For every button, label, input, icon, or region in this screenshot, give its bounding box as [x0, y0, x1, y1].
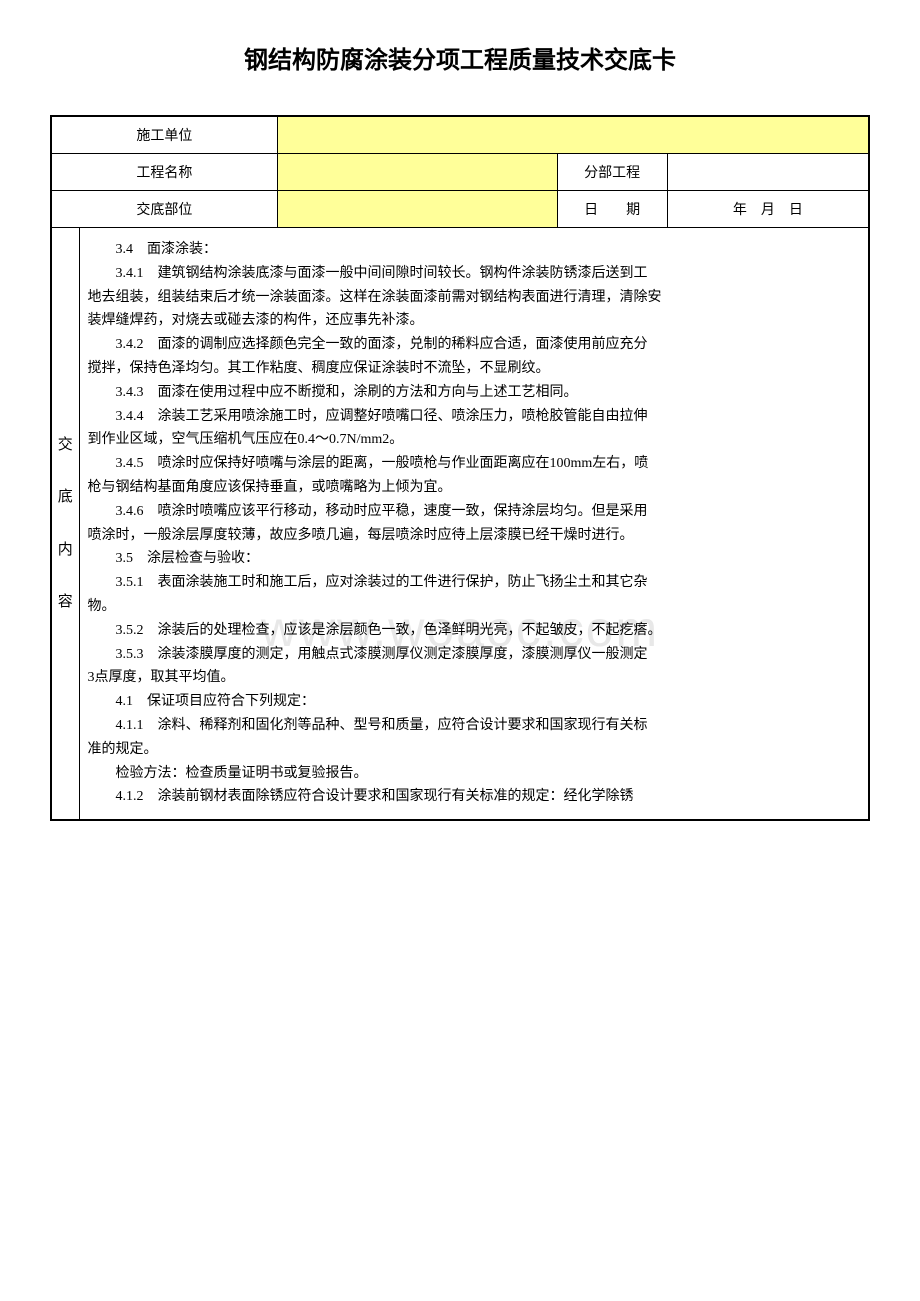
label-sub-project: 分部工程: [557, 154, 667, 191]
content-line: 3.4.6 喷涂时喷嘴应该平行移动，移动时应平稳，速度一致，保持涂层均匀。但是采…: [88, 500, 861, 524]
label-project-name: 工程名称: [51, 154, 277, 191]
content-line: 3点厚度，取其平均值。: [88, 666, 861, 690]
side-char-3: 内: [52, 524, 79, 577]
content-line: 4.1 保证项目应符合下列规定：: [88, 690, 861, 714]
content-line: 3.5.2 涂装后的处理检查，应该是涂层颜色一致，色泽鲜明光亮，不起皱皮，不起疙…: [88, 619, 861, 643]
content-line: 到作业区域，空气压缩机气压应在0.4～0.7N/mm2。: [88, 428, 861, 452]
header-row-3: 交底部位 日 期 年 月 日: [51, 191, 869, 228]
content-line: 3.5.3 涂装漆膜厚度的测定，用触点式漆膜测厚仪测定漆膜厚度，漆膜测厚仪一般测…: [88, 643, 861, 667]
content-body: 3.4 面漆涂装： 3.4.1 建筑钢结构涂装底漆与面漆一般中间间隙时间较长。钢…: [79, 228, 869, 821]
main-table: 施工单位 工程名称 分部工程 交底部位 日 期 年 月 日 交 底 内 容 3.…: [50, 115, 870, 821]
content-line: 3.4.1 建筑钢结构涂装底漆与面漆一般中间间隙时间较长。钢构件涂装防锈漆后送到…: [88, 262, 861, 286]
content-line: 检验方法：检查质量证明书或复验报告。: [88, 762, 861, 786]
label-location: 交底部位: [51, 191, 277, 228]
header-row-1: 施工单位: [51, 116, 869, 154]
content-line: 搅拌，保持色泽均匀。其工作粘度、稠度应保证涂装时不流坠，不显刷纹。: [88, 357, 861, 381]
content-line: 3.5 涂层检查与验收：: [88, 547, 861, 571]
content-line: 4.1.2 涂装前钢材表面除锈应符合设计要求和国家现行有关标准的规定：经化学除锈: [88, 785, 861, 809]
side-char-2: 底: [52, 471, 79, 524]
content-line: 3.4 面漆涂装：: [88, 238, 861, 262]
header-row-2: 工程名称 分部工程: [51, 154, 869, 191]
content-line: 装焊缝焊药，对烧去或碰去漆的构件，还应事先补漆。: [88, 309, 861, 333]
content-line: 物。: [88, 595, 861, 619]
content-line: 3.4.3 面漆在使用过程中应不断搅和，涂刷的方法和方向与上述工艺相同。: [88, 381, 861, 405]
label-construction-unit: 施工单位: [51, 116, 277, 154]
side-char-4: 容: [52, 576, 79, 629]
document-title: 钢结构防腐涂装分项工程质量技术交底卡: [50, 40, 870, 75]
content-line: 3.4.4 涂装工艺采用喷涂施工时，应调整好喷嘴口径、喷涂压力，喷枪胶管能自由拉…: [88, 405, 861, 429]
content-line: 枪与钢结构基面角度应该保持垂直，或喷嘴略为上倾为宜。: [88, 476, 861, 500]
content-row: 交 底 内 容 3.4 面漆涂装： 3.4.1 建筑钢结构涂装底漆与面漆一般中间…: [51, 228, 869, 821]
content-line: 3.4.5 喷涂时应保持好喷嘴与涂层的距离，一般喷枪与作业面距离应在100mm左…: [88, 452, 861, 476]
label-date: 日 期: [557, 191, 667, 228]
value-date: 年 月 日: [667, 191, 869, 228]
value-location: [277, 191, 557, 228]
content-line: 准的规定。: [88, 738, 861, 762]
side-char-1: 交: [52, 419, 79, 472]
content-line: 3.4.2 面漆的调制应选择颜色完全一致的面漆，兑制的稀料应合适，面漆使用前应充…: [88, 333, 861, 357]
value-sub-project: [667, 154, 869, 191]
content-line: 3.5.1 表面涂装施工时和施工后，应对涂装过的工件进行保护，防止飞扬尘土和其它…: [88, 571, 861, 595]
value-construction-unit: [277, 116, 869, 154]
content-line: 地去组装，组装结束后才统一涂装面漆。这样在涂装面漆前需对钢结构表面进行清理，清除…: [88, 286, 861, 310]
side-label: 交 底 内 容: [51, 228, 79, 821]
content-line: 喷涂时，一般涂层厚度较薄，故应多喷几遍，每层喷涂时应待上层漆膜已经干燥时进行。: [88, 524, 861, 548]
value-project-name: [277, 154, 557, 191]
content-line: 4.1.1 涂料、稀释剂和固化剂等品种、型号和质量，应符合设计要求和国家现行有关…: [88, 714, 861, 738]
